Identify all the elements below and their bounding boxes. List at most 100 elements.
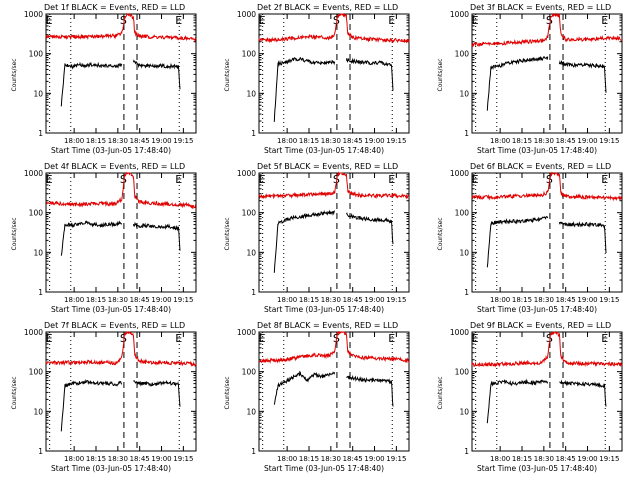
- chart-title: Det 1f BLACK = Events, RED = LLD: [44, 3, 185, 12]
- plot-frame: [45, 331, 197, 452]
- marker-label: E: [259, 14, 266, 27]
- y-tick-label: 100: [455, 209, 470, 218]
- series-line-lld: [258, 13, 410, 44]
- x-tick-label: 19:15: [386, 296, 406, 304]
- y-tick-label: 1: [38, 129, 43, 138]
- x-tick-label: 18:00: [277, 455, 297, 463]
- x-axis-label: Start Time (03-Jun-05 17:48:40): [51, 146, 171, 155]
- chart-title: Det 5f BLACK = Events, RED = LLD: [257, 162, 398, 171]
- y-tick-label: 10: [459, 89, 469, 98]
- x-tick-label: 19:00: [364, 455, 384, 463]
- x-tick-label: 18:00: [490, 455, 510, 463]
- chart-panel-9: Det 9f BLACK = Events, RED = LLD Counts/s…: [437, 321, 623, 473]
- series-line-lld: [45, 331, 197, 368]
- y-axis-label: Counts/sec: [224, 58, 231, 91]
- marker-label: S: [120, 173, 127, 186]
- x-tick-label: 19:15: [173, 137, 193, 145]
- chart-panel-1: Det 1f BLACK = Events, RED = LLD Counts/s…: [11, 3, 197, 155]
- y-tick-label: 10: [33, 89, 43, 98]
- series-line-lld: [258, 330, 410, 364]
- x-tick-label: 19:15: [599, 137, 619, 145]
- x-tick-label: 19:15: [173, 296, 193, 304]
- y-tick-label: 100: [242, 209, 257, 218]
- x-tick-label: 18:00: [490, 137, 510, 145]
- series-line-lld: [471, 171, 623, 202]
- y-tick-label: 1: [464, 129, 469, 138]
- x-tick-label: 18:15: [512, 455, 532, 463]
- plot-frame: [258, 331, 410, 452]
- x-tick-label: 19:15: [386, 455, 406, 463]
- plot-frame: [258, 13, 410, 134]
- series-line-events: [558, 220, 607, 254]
- marker-label: E: [388, 14, 395, 27]
- series-line-lld: [45, 171, 197, 210]
- x-tick-label: 18:45: [343, 455, 363, 463]
- y-tick-label: 100: [29, 209, 44, 218]
- x-tick-label: 18:00: [64, 296, 84, 304]
- x-axis-label: Start Time (03-Jun-05 17:48:40): [477, 464, 597, 473]
- x-axis-label: Start Time (03-Jun-05 17:48:40): [51, 305, 171, 314]
- marker-label: S: [546, 332, 553, 345]
- x-tick-label: 19:00: [151, 296, 171, 304]
- y-tick-label: 1: [38, 447, 43, 456]
- y-tick-label: 1: [464, 288, 469, 297]
- x-tick-label: 19:00: [577, 296, 597, 304]
- chart-panel-3: Det 3f BLACK = Events, RED = LLD Counts/s…: [437, 3, 623, 155]
- y-tick-label: 1: [251, 447, 256, 456]
- y-tick-label: 100: [29, 50, 44, 59]
- chart-panel-8: Det 8f BLACK = Events, RED = LLD Counts/s…: [224, 321, 410, 473]
- x-tick-label: 19:15: [599, 296, 619, 304]
- y-axis-label: Counts/sec: [11, 58, 18, 91]
- x-tick-label: 18:45: [130, 296, 150, 304]
- x-tick-label: 18:45: [343, 137, 363, 145]
- marker-label: E: [46, 173, 53, 186]
- chart-title: Det 6f BLACK = Events, RED = LLD: [470, 162, 611, 171]
- series-line-events: [132, 221, 181, 251]
- y-tick-label: 1000: [450, 169, 469, 178]
- chart-title: Det 3f BLACK = Events, RED = LLD: [470, 3, 611, 12]
- x-tick-label: 18:30: [321, 455, 341, 463]
- series-line-lld: [258, 171, 410, 200]
- marker-label: E: [46, 332, 53, 345]
- y-tick-label: 1000: [24, 10, 43, 19]
- marker-label: E: [472, 173, 479, 186]
- chart-panel-2: Det 2f BLACK = Events, RED = LLD Counts/s…: [224, 3, 410, 155]
- marker-label: E: [388, 173, 395, 186]
- series-line-events: [273, 370, 336, 405]
- x-tick-label: 18:15: [86, 137, 106, 145]
- x-tick-label: 18:30: [534, 455, 554, 463]
- x-tick-label: 18:45: [130, 137, 150, 145]
- x-tick-label: 19:00: [577, 455, 597, 463]
- y-tick-label: 1000: [450, 328, 469, 337]
- series-line-events: [486, 378, 549, 424]
- y-tick-label: 1000: [24, 169, 43, 178]
- chart-title: Det 7f BLACK = Events, RED = LLD: [44, 321, 185, 330]
- x-tick-label: 18:15: [86, 455, 106, 463]
- series-line-lld: [45, 12, 197, 43]
- x-tick-label: 19:15: [599, 455, 619, 463]
- x-tick-label: 19:00: [364, 296, 384, 304]
- chart-panel-6: Det 6f BLACK = Events, RED = LLD Counts/s…: [437, 162, 623, 314]
- x-tick-label: 18:30: [108, 455, 128, 463]
- series-line-events: [345, 212, 394, 245]
- series-line-events: [486, 215, 549, 268]
- chart-panel-5: Det 5f BLACK = Events, RED = LLD Counts/s…: [224, 162, 410, 314]
- series-line-events: [559, 379, 607, 407]
- series-line-events: [60, 220, 123, 256]
- marker-label: E: [472, 332, 479, 345]
- y-tick-label: 100: [29, 368, 44, 377]
- x-tick-label: 18:45: [556, 296, 576, 304]
- x-tick-label: 18:15: [299, 137, 319, 145]
- series-line-lld: [471, 12, 623, 48]
- x-tick-label: 18:30: [321, 296, 341, 304]
- y-axis-label: Counts/sec: [224, 376, 231, 409]
- series-line-events: [60, 61, 123, 107]
- y-tick-label: 1000: [237, 10, 256, 19]
- x-tick-label: 18:15: [512, 137, 532, 145]
- y-tick-label: 10: [459, 407, 469, 416]
- x-tick-label: 18:15: [512, 296, 532, 304]
- y-tick-label: 1000: [450, 10, 469, 19]
- x-axis-label: Start Time (03-Jun-05 17:48:40): [264, 146, 384, 155]
- plot-frame: [471, 13, 623, 134]
